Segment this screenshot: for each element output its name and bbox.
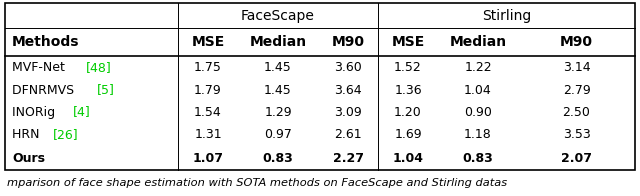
Text: 1.52: 1.52	[394, 61, 422, 74]
Text: Median: Median	[250, 35, 307, 49]
Text: MSE: MSE	[392, 35, 424, 49]
Text: 1.18: 1.18	[464, 128, 492, 141]
Text: 1.04: 1.04	[392, 152, 424, 164]
Text: 1.29: 1.29	[264, 105, 292, 119]
Text: 3.64: 3.64	[334, 83, 362, 96]
Text: 1.36: 1.36	[394, 83, 422, 96]
Text: 2.27: 2.27	[333, 152, 364, 164]
Text: mparison of face shape estimation with SOTA methods on FaceScape and Stirling da: mparison of face shape estimation with S…	[7, 178, 507, 188]
Text: Median: Median	[449, 35, 507, 49]
Text: 1.04: 1.04	[464, 83, 492, 96]
Text: M90: M90	[332, 35, 365, 49]
Text: MVF-Net: MVF-Net	[12, 61, 69, 74]
Text: Ours: Ours	[12, 152, 45, 164]
Text: Methods: Methods	[12, 35, 79, 49]
Text: [5]: [5]	[97, 83, 115, 96]
Bar	[5, 3, 635, 170]
Text: 3.60: 3.60	[334, 61, 362, 74]
Text: [4]: [4]	[73, 105, 90, 119]
Text: Stirling: Stirling	[482, 8, 531, 23]
Text: 3.53: 3.53	[563, 128, 590, 141]
Text: 1.45: 1.45	[264, 83, 292, 96]
Text: 1.75: 1.75	[194, 61, 222, 74]
Text: 1.45: 1.45	[264, 61, 292, 74]
Text: 2.79: 2.79	[563, 83, 590, 96]
Text: 0.90: 0.90	[464, 105, 492, 119]
Text: [48]: [48]	[85, 61, 111, 74]
Text: FaceScape: FaceScape	[241, 8, 315, 23]
Text: 2.61: 2.61	[334, 128, 362, 141]
Text: 1.69: 1.69	[394, 128, 422, 141]
Text: 0.83: 0.83	[463, 152, 493, 164]
Text: 1.07: 1.07	[193, 152, 223, 164]
Text: 1.54: 1.54	[194, 105, 222, 119]
Text: 0.83: 0.83	[262, 152, 293, 164]
Text: 1.79: 1.79	[194, 83, 222, 96]
Text: [26]: [26]	[52, 128, 78, 141]
Text: 1.31: 1.31	[194, 128, 222, 141]
Text: 3.09: 3.09	[334, 105, 362, 119]
Text: 3.14: 3.14	[563, 61, 590, 74]
Text: MSE: MSE	[191, 35, 225, 49]
Text: HRN: HRN	[12, 128, 44, 141]
Text: INORig: INORig	[12, 105, 59, 119]
Text: 2.50: 2.50	[563, 105, 591, 119]
Text: 1.22: 1.22	[464, 61, 492, 74]
Text: 0.97: 0.97	[264, 128, 292, 141]
Text: DFNRMVS: DFNRMVS	[12, 83, 78, 96]
Text: M90: M90	[560, 35, 593, 49]
Text: 2.07: 2.07	[561, 152, 592, 164]
Text: 1.20: 1.20	[394, 105, 422, 119]
